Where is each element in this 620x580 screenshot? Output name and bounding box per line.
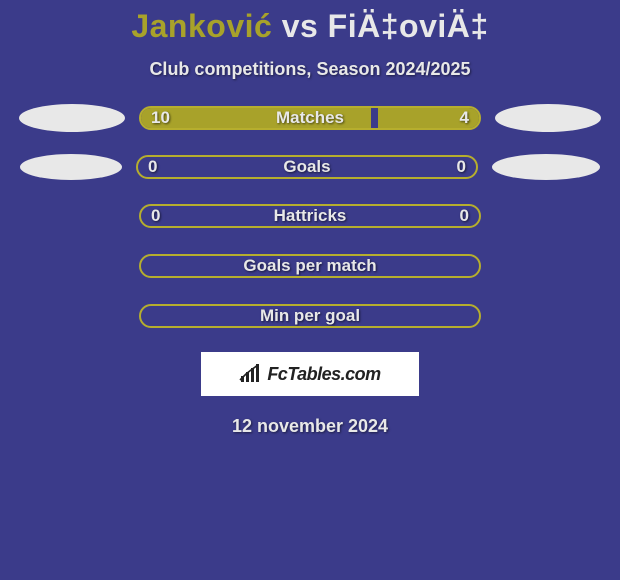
- stat-row: Goals per match: [0, 252, 620, 280]
- stat-label: Hattricks: [141, 206, 479, 226]
- bars-icon: [239, 364, 261, 384]
- value-right: 4: [460, 108, 469, 128]
- fill-left: [141, 108, 371, 128]
- stat-bar: 104Matches: [139, 106, 481, 130]
- ellipse-right: [495, 104, 601, 132]
- subtitle: Club competitions, Season 2024/2025: [0, 59, 620, 80]
- source-badge-text: FcTables.com: [267, 364, 380, 385]
- stat-bar: 0 0Goals: [136, 155, 478, 179]
- stat-rows: 104Matches00Goals00HattricksGoals per ma…: [0, 104, 620, 330]
- stat-label: Min per goal: [141, 306, 479, 326]
- date-text: 12 november 2024: [0, 416, 620, 437]
- value-left: 0: [148, 157, 157, 177]
- ellipse-left: [20, 154, 122, 180]
- value-right: 0: [457, 157, 466, 177]
- stat-row: 0 0Hattricks: [0, 202, 620, 230]
- stat-bar: 0 0Hattricks: [139, 204, 481, 228]
- comparison-card: Janković vs FiÄ‡oviÄ‡ Club competitions,…: [0, 0, 620, 437]
- player1-name: Janković: [131, 8, 272, 44]
- source-badge[interactable]: FcTables.com: [201, 352, 419, 396]
- stat-bar: Goals per match: [139, 254, 481, 278]
- page-title: Janković vs FiÄ‡oviÄ‡: [0, 8, 620, 45]
- vs-text: vs: [282, 8, 319, 44]
- player2-name: FiÄ‡oviÄ‡: [328, 8, 489, 44]
- stat-label: Goals: [138, 157, 476, 177]
- value-right: 0: [460, 206, 469, 226]
- value-left: 0: [151, 206, 160, 226]
- ellipse-left: [19, 104, 125, 132]
- stat-row: 104Matches: [0, 104, 620, 132]
- ellipse-right: [492, 154, 600, 180]
- stat-bar: Min per goal: [139, 304, 481, 328]
- stat-row: 0 0Goals: [0, 154, 620, 180]
- stat-row: Min per goal: [0, 302, 620, 330]
- value-left: 10: [151, 108, 170, 128]
- stat-label: Goals per match: [141, 256, 479, 276]
